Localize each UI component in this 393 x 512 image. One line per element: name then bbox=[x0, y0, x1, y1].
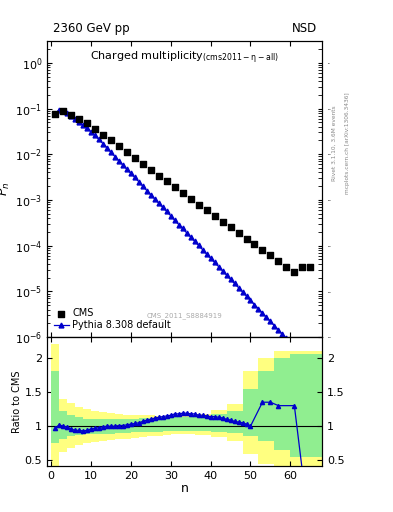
CMS bbox=[196, 201, 202, 209]
CMS bbox=[172, 183, 178, 191]
CMS bbox=[267, 251, 274, 259]
Pythia 8.308 default bbox=[300, 352, 305, 358]
CMS bbox=[187, 195, 194, 203]
Pythia 8.308 default bbox=[188, 234, 193, 240]
CMS bbox=[252, 240, 258, 248]
Text: Rivet 3.1.10, 3.6M events: Rivet 3.1.10, 3.6M events bbox=[332, 105, 337, 181]
Y-axis label: Ratio to CMS: Ratio to CMS bbox=[12, 370, 22, 433]
CMS bbox=[275, 257, 281, 265]
CMS bbox=[180, 189, 186, 197]
CMS bbox=[68, 111, 74, 119]
Text: mcplots.cern.ch [arXiv:1306.3436]: mcplots.cern.ch [arXiv:1306.3436] bbox=[345, 93, 350, 194]
CMS bbox=[156, 172, 162, 180]
CMS bbox=[299, 263, 305, 271]
Text: CMS_2011_S8884919: CMS_2011_S8884919 bbox=[147, 313, 222, 319]
Text: NSD: NSD bbox=[292, 22, 317, 35]
CMS bbox=[163, 177, 170, 185]
CMS bbox=[76, 115, 82, 123]
Pythia 8.308 default bbox=[308, 361, 313, 367]
CMS bbox=[140, 160, 146, 168]
CMS bbox=[243, 234, 250, 243]
CMS bbox=[52, 110, 58, 118]
CMS bbox=[60, 107, 66, 115]
CMS bbox=[116, 142, 122, 151]
CMS bbox=[283, 263, 290, 271]
Legend: CMS, Pythia 8.308 default: CMS, Pythia 8.308 default bbox=[52, 307, 173, 332]
Pythia 8.308 default bbox=[117, 158, 121, 164]
X-axis label: n: n bbox=[181, 482, 189, 495]
CMS bbox=[108, 136, 114, 144]
CMS bbox=[235, 229, 242, 237]
CMS bbox=[100, 131, 106, 139]
CMS bbox=[219, 218, 226, 226]
CMS bbox=[84, 119, 90, 127]
Pythia 8.308 default bbox=[132, 175, 137, 181]
CMS bbox=[204, 206, 210, 215]
CMS bbox=[259, 246, 266, 254]
CMS bbox=[132, 154, 138, 162]
Line: Pythia 8.308 default: Pythia 8.308 default bbox=[53, 108, 313, 366]
Text: Charged multiplicity$\mathregular{_{(cms2011-\eta-all)}}$: Charged multiplicity$\mathregular{_{(cms… bbox=[90, 50, 279, 66]
CMS bbox=[124, 148, 130, 157]
Y-axis label: $P_n$: $P_n$ bbox=[0, 182, 12, 196]
CMS bbox=[148, 165, 154, 174]
Pythia 8.308 default bbox=[57, 106, 61, 113]
Pythia 8.308 default bbox=[53, 111, 57, 117]
CMS bbox=[211, 212, 218, 220]
CMS bbox=[291, 268, 298, 276]
Pythia 8.308 default bbox=[164, 208, 169, 215]
CMS bbox=[92, 125, 98, 133]
Text: 2360 GeV pp: 2360 GeV pp bbox=[53, 22, 129, 35]
Pythia 8.308 default bbox=[276, 327, 281, 333]
CMS bbox=[307, 263, 314, 271]
CMS bbox=[228, 223, 234, 231]
